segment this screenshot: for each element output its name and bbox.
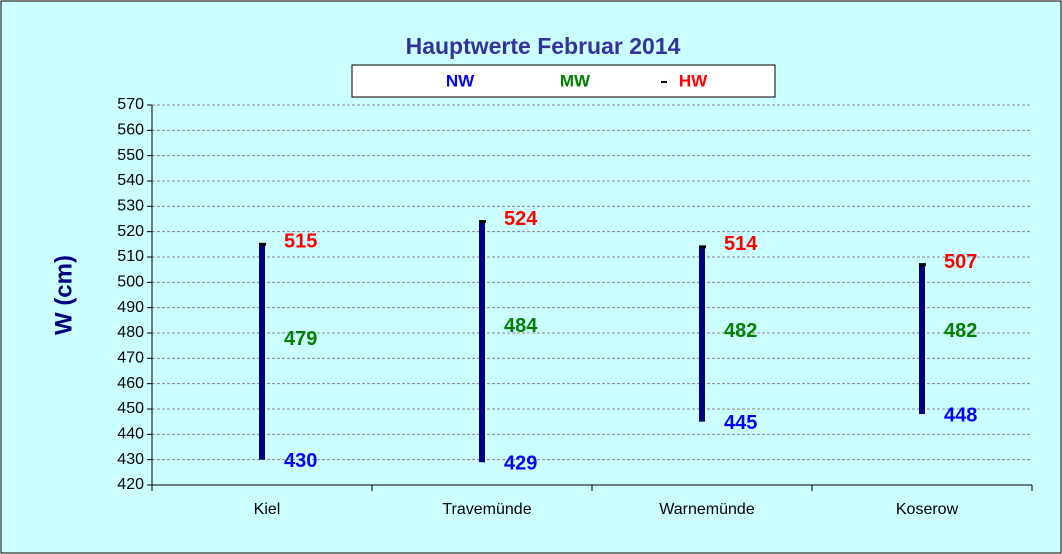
range-bar [919,264,925,415]
legend [351,64,776,98]
data-label: 429 [504,452,537,474]
y-tick-label: 440 [117,426,144,443]
chart-title: Hauptwerte Februar 2014 [406,33,681,59]
y-tick-label: 560 [117,122,144,139]
legend-label: HW [679,71,708,90]
data-label: 479 [284,328,317,350]
y-tick-label: 500 [117,274,144,291]
x-tick-label: Koserow [896,501,959,518]
y-tick-label: 420 [117,476,144,493]
data-label: 482 [724,320,757,342]
y-tick-label: 480 [117,324,144,341]
x-tick-label: Warnemünde [659,501,755,518]
y-tick-label: 470 [117,350,144,367]
y-tick-label: 570 [117,96,144,113]
x-tick-label: Travemünde [442,501,531,518]
y-tick-label: 510 [117,248,144,265]
range-bar [479,221,485,463]
y-tick-label: 430 [117,451,144,468]
range-bar [259,244,265,460]
legend-label: NW [446,71,475,90]
data-label: 507 [944,251,977,273]
y-tick-label: 460 [117,375,144,392]
data-label: 482 [944,320,977,342]
y-tick-label: 550 [117,147,144,164]
data-label: 524 [504,208,538,230]
data-label: 445 [724,412,757,434]
y-tick-label: 450 [117,400,144,417]
data-label: 515 [284,231,317,253]
data-label: 484 [504,315,538,337]
data-label: 448 [944,404,977,426]
data-label: 514 [724,233,758,255]
x-tick-label: Kiel [254,501,281,518]
range-bar [699,246,705,422]
y-tick-label: 540 [117,172,144,189]
y-tick-label: 490 [117,299,144,316]
y-axis-label: W (cm) [50,255,77,335]
y-tick-label: 530 [117,198,144,215]
legend-label: MW [560,71,591,90]
y-tick-label: 520 [117,223,144,240]
data-label: 430 [284,450,317,472]
